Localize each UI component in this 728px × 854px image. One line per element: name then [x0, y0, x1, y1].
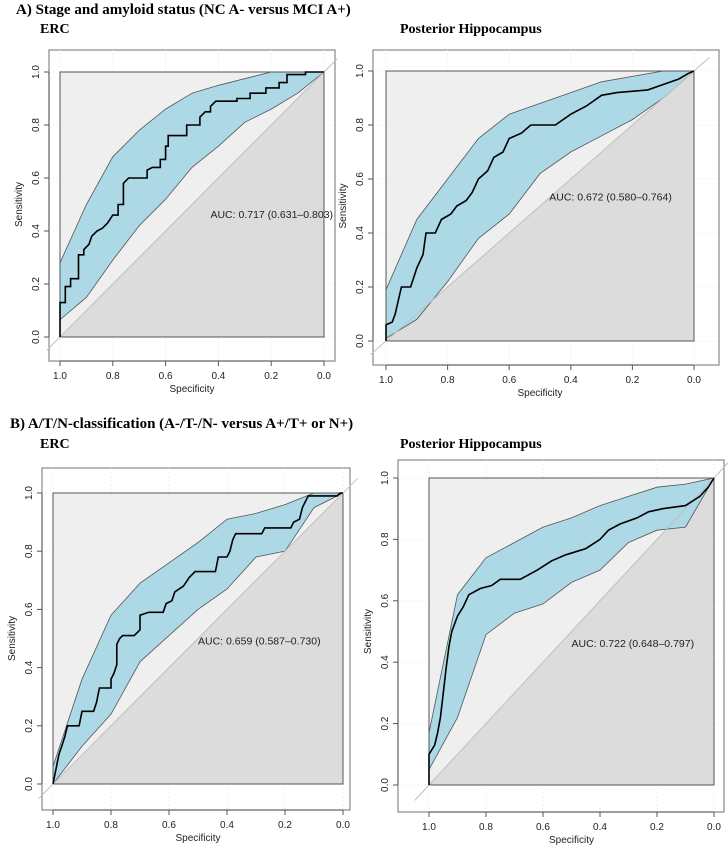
x-tick-label: 0.2: [625, 375, 639, 386]
auc-annotation: AUC: 0.717 (0.631–0.803): [210, 209, 333, 221]
chance-diagonal: [414, 462, 728, 801]
roc-curve: [385, 70, 695, 341]
roc-curve: [52, 492, 343, 785]
chance-diagonal: [46, 58, 338, 351]
x-tick-label: 0.0: [317, 371, 331, 382]
auc-annotation: AUC: 0.659 (0.587–0.730): [198, 635, 321, 647]
ci-band: [59, 71, 326, 321]
x-tick-label: 1.0: [379, 375, 393, 386]
unit-square-border: [59, 71, 325, 338]
x-tick-label: 0.6: [159, 371, 173, 382]
x-tick-label: 0.8: [441, 375, 455, 386]
unit-square-border: [385, 70, 695, 342]
y-tick-label: 1.0: [380, 471, 391, 485]
x-tick-label: 0.8: [104, 820, 118, 831]
x-tick-label: 0.6: [162, 820, 176, 831]
section-a-title: A) Stage and amyloid status (NC A- versu…: [16, 2, 351, 18]
y-tick-label: 0.4: [31, 224, 42, 238]
y-tick-label: 0.6: [31, 171, 42, 185]
x-tick-label: 0.8: [479, 822, 493, 833]
auc-annotation: AUC: 0.722 (0.648–0.797): [572, 638, 695, 650]
y-tick-label: 1.0: [24, 486, 35, 500]
ci-band: [428, 477, 715, 770]
y-tick-label: 0.0: [31, 330, 42, 344]
y-tick-label: 0.8: [31, 118, 42, 132]
y-tick-label: 0.8: [380, 532, 391, 546]
x-tick-label: 0.4: [211, 371, 225, 382]
y-axis-label: Sensitivity: [363, 609, 374, 654]
x-tick-label: 0.2: [264, 371, 278, 382]
x-tick-label: 1.0: [46, 820, 60, 831]
x-tick-label: 1.0: [422, 822, 436, 833]
x-tick-label: 0.8: [106, 371, 120, 382]
roc-curve: [59, 71, 324, 337]
y-tick-label: 0.0: [355, 334, 366, 348]
chance-diagonal: [38, 478, 358, 799]
roc-panel-1: AUC: 0.672 (0.580–0.764) 1.0 0.8 0.6 0.4 0.2 0…: [338, 49, 720, 399]
section-b-title: B) A/T/N-classification (A-/T-/N- versus…: [10, 416, 354, 432]
roc-panel-3: AUC: 0.722 (0.648–0.797) 1.0 0.8 0.6 0.4 0.2 0…: [363, 459, 728, 846]
y-tick-label: 0.4: [380, 655, 391, 669]
x-axis-label: Specificity: [517, 388, 562, 399]
unit-square-border: [52, 492, 344, 785]
panel-a-erc-title: ERC: [40, 22, 70, 37]
ci-band: [52, 492, 344, 786]
roc-panel-2: AUC: 0.659 (0.587–0.730) 1.0 0.8 0.6 0.4 0.2 0…: [7, 467, 358, 844]
x-tick-label: 0.6: [536, 822, 550, 833]
chance-diagonal: [370, 57, 710, 355]
y-axis-label: Sensitivity: [338, 183, 349, 228]
x-tick-label: 0.4: [593, 822, 607, 833]
x-tick-label: 0.0: [336, 820, 350, 831]
y-tick-label: 0.6: [380, 593, 391, 607]
panel-b-erc-title: ERC: [40, 437, 70, 452]
y-tick-label: 0.8: [355, 118, 366, 132]
y-tick-label: 0.2: [355, 280, 366, 294]
y-tick-label: 1.0: [31, 65, 42, 79]
x-axis-label: Specificity: [549, 835, 594, 846]
x-tick-label: 0.2: [278, 820, 292, 831]
unit-square-border: [428, 477, 715, 786]
y-tick-label: 0.2: [24, 718, 35, 732]
y-axis-label: Sensitivity: [7, 616, 18, 661]
y-axis-label: Sensitivity: [14, 182, 25, 227]
y-tick-label: 0.6: [24, 602, 35, 616]
roc-curve: [428, 477, 715, 785]
x-tick-label: 0.0: [687, 375, 701, 386]
y-tick-label: 1.0: [355, 64, 366, 78]
y-tick-label: 0.2: [31, 277, 42, 291]
y-tick-label: 0.0: [380, 778, 391, 792]
y-tick-label: 0.2: [380, 716, 391, 730]
x-tick-label: 1.0: [53, 371, 67, 382]
roc-panel-0: AUC: 0.717 (0.631–0.803) 1.0 0.8 0.6 0.4 0.2 0…: [14, 49, 338, 395]
x-tick-label: 0.6: [502, 375, 516, 386]
y-tick-label: 0.0: [24, 777, 35, 791]
y-tick-label: 0.4: [355, 226, 366, 240]
y-tick-label: 0.4: [24, 660, 35, 674]
x-axis-label: Specificity: [175, 833, 220, 844]
x-tick-label: 0.2: [650, 822, 664, 833]
x-tick-label: 0.4: [220, 820, 234, 831]
panel-b-ph-title: Posterior Hippocampus: [400, 437, 542, 452]
y-tick-label: 0.8: [24, 544, 35, 558]
x-tick-label: 0.4: [564, 375, 578, 386]
x-tick-label: 0.0: [707, 822, 721, 833]
x-axis-label: Specificity: [169, 384, 214, 395]
y-tick-label: 0.6: [355, 172, 366, 186]
auc-annotation: AUC: 0.672 (0.580–0.764): [549, 192, 672, 204]
panel-a-ph-title: Posterior Hippocampus: [400, 22, 542, 37]
